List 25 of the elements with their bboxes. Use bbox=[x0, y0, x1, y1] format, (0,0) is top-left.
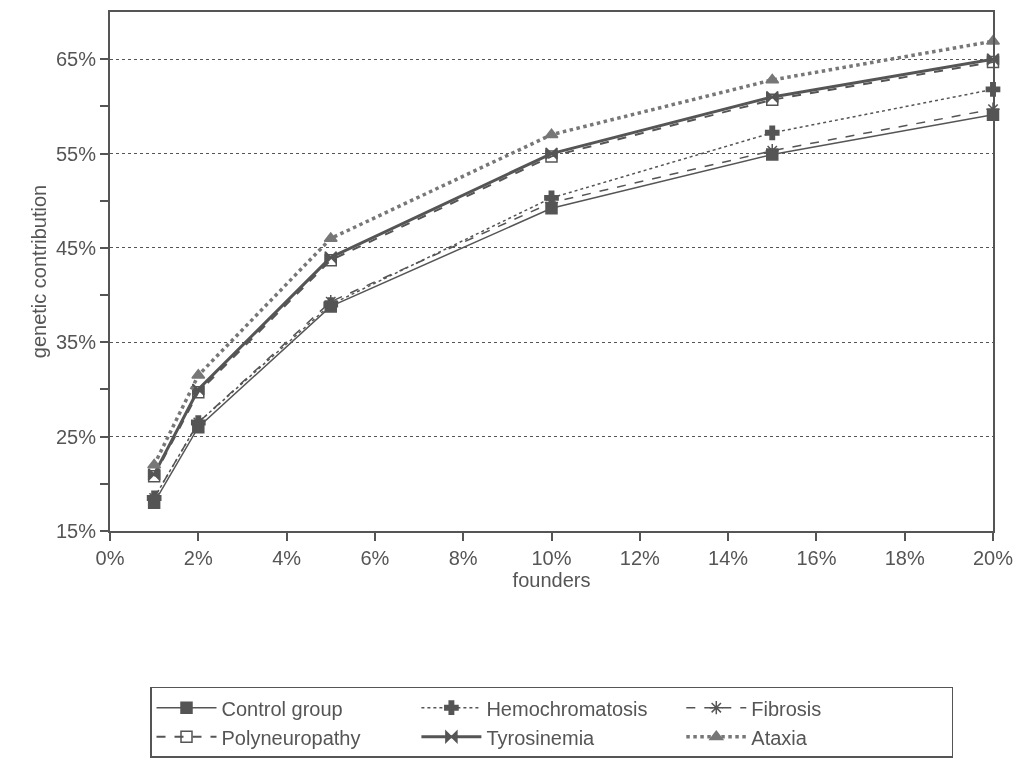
x-tick-label: 10% bbox=[531, 547, 572, 569]
x-tick-label: 6% bbox=[360, 547, 390, 569]
x-tick-label: 20% bbox=[972, 547, 1014, 569]
x-axis-title: founders bbox=[512, 569, 591, 591]
y-tick-label: 15% bbox=[55, 520, 97, 542]
y-tick-label: 65% bbox=[55, 48, 97, 71]
legend-label: Fibrosis bbox=[751, 697, 822, 720]
y-tick-label: 55% bbox=[55, 142, 97, 165]
y-tick-label: 35% bbox=[55, 331, 97, 354]
legend-label: Polyneuropathy bbox=[221, 726, 361, 749]
x-tick-label: 16% bbox=[796, 547, 837, 569]
x-tick-label: 0% bbox=[95, 547, 125, 569]
y-axis-title: genetic contribution bbox=[27, 184, 50, 359]
y-tick-label: 45% bbox=[55, 236, 97, 259]
x-tick-label: 4% bbox=[272, 547, 302, 569]
legend-label: Tyrosinemia bbox=[486, 726, 596, 749]
x-tick-label: 8% bbox=[448, 547, 478, 569]
x-tick-label: 12% bbox=[619, 547, 661, 569]
x-tick-label: 14% bbox=[708, 547, 749, 569]
y-tick-label: 25% bbox=[55, 425, 97, 448]
x-tick-label: 18% bbox=[884, 547, 925, 569]
x-tick-label: 2% bbox=[183, 547, 213, 569]
legend-label: Hemochromatosis bbox=[486, 697, 648, 720]
legend-label: Control group bbox=[221, 697, 343, 720]
legend-label: Ataxia bbox=[751, 726, 808, 749]
